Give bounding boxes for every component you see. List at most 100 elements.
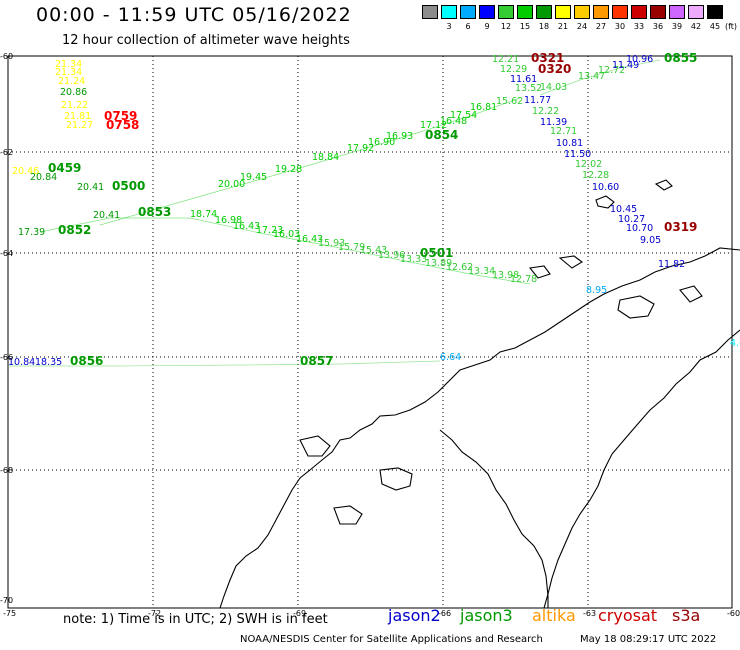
latitude-labels: -60 -62 -64 -66 -68 -70 xyxy=(0,52,13,605)
wave-height-value: 13.47 xyxy=(578,71,605,82)
color-scale-unit: (ft) xyxy=(724,22,738,31)
wave-height-value: 12.72 xyxy=(598,65,625,76)
wave-height-value: 20.00 xyxy=(218,179,245,190)
latitude-label: -68 xyxy=(0,466,13,475)
wave-height-value: 17.92 xyxy=(347,143,374,154)
satellite-track xyxy=(539,59,661,96)
wave-height-value: 19.45 xyxy=(240,172,267,183)
wave-height-value: 18.35 xyxy=(35,357,62,368)
wave-height-value: 16.03 xyxy=(273,229,300,240)
color-swatch xyxy=(517,5,533,19)
legend-item-altika: altika xyxy=(532,606,576,625)
wave-height-value: 13.96 xyxy=(378,250,405,261)
pass-time-label: 0855 xyxy=(664,51,697,65)
wave-height-value: 11.82 xyxy=(658,259,685,270)
footer-credit: NOAA/NESDIS Center for Satellite Applica… xyxy=(240,634,543,645)
wave-height-value: 21.27 xyxy=(66,120,93,131)
legend-item-cryosat: cryosat xyxy=(598,606,658,625)
wave-height-value: 16.81 xyxy=(470,102,497,113)
wave-height-value: 13.98 xyxy=(492,270,519,281)
wave-height-value: 15.93 xyxy=(318,238,345,249)
island-2 xyxy=(333,505,363,525)
wave-height-value: 17.54 xyxy=(450,110,477,121)
wave-height-value: 12.62 xyxy=(446,262,473,273)
wave-height-value: 13.89 xyxy=(425,258,452,269)
color-swatch xyxy=(536,5,552,19)
pass-time-label: 0758 xyxy=(106,118,139,132)
longitude-label: -66 xyxy=(438,609,451,618)
color-scale-label: 6 xyxy=(465,22,471,31)
ice-shelf xyxy=(299,435,331,457)
wave-height-value: 11.39 xyxy=(540,117,567,128)
graticule xyxy=(8,56,732,608)
color-swatch xyxy=(555,5,571,19)
wave-height-value: 10.96 xyxy=(626,54,653,65)
page-subtitle: 12 hour collection of altimeter wave hei… xyxy=(62,33,350,48)
color-scale-label: 45 xyxy=(709,22,721,31)
wave-height-value: 12.71 xyxy=(550,126,577,137)
color-swatch xyxy=(460,5,476,19)
color-scale-label: 27 xyxy=(595,22,607,31)
longitude-labels: -75 -72 -69 -66 -63 -60 xyxy=(3,609,740,618)
wave-height-value: 16.48 xyxy=(440,116,467,127)
color-scale-label: 30 xyxy=(614,22,626,31)
wave-height-value: 12.02 xyxy=(575,159,602,170)
pass-time-label: 0857 xyxy=(300,354,333,368)
wave-height-value: 10.81 xyxy=(556,138,583,149)
pass-time-label: 0321 xyxy=(531,51,564,65)
pass-time-label: 0319 xyxy=(664,220,697,234)
color-scale-label: 36 xyxy=(652,22,664,31)
latitude-label: -62 xyxy=(0,148,13,157)
wave-height-value: 10.84 xyxy=(8,357,35,368)
wave-height-value: 6.64 xyxy=(440,352,461,363)
color-swatch xyxy=(441,5,457,19)
wave-height-value: 20.84 xyxy=(30,172,57,183)
wave-height-value: 18.84 xyxy=(312,152,339,163)
pass-time-label: 0500 xyxy=(112,179,145,193)
color-swatch xyxy=(574,5,590,19)
longitude-label: -75 xyxy=(3,609,16,618)
pass-time-label: 0852 xyxy=(58,223,91,237)
color-swatch xyxy=(612,5,628,19)
color-swatch xyxy=(479,5,495,19)
peninsula-coast xyxy=(219,247,740,609)
wave-height-value: 20.86 xyxy=(60,87,87,98)
color-swatch xyxy=(498,5,514,19)
wave-height-value: 10.45 xyxy=(610,204,637,215)
pass-time-label: 0856 xyxy=(70,354,103,368)
wave-height-value: 20.41 xyxy=(93,210,120,221)
pass-time-label: 0459 xyxy=(48,161,81,175)
wave-height-value: 11.77 xyxy=(524,95,551,106)
map-frame xyxy=(7,55,733,609)
wave-height-value: 8.95 xyxy=(586,285,607,296)
wave-height-value: 14.03 xyxy=(540,82,567,93)
color-scale-label: 15 xyxy=(519,22,531,31)
island-3 xyxy=(595,195,615,209)
wave-height-value: 11.50 xyxy=(564,149,591,160)
color-swatch xyxy=(631,5,647,19)
wave-height-value: 12.78 xyxy=(510,274,537,285)
legend-item-jason3: jason3 xyxy=(460,606,513,625)
longitude-label: -72 xyxy=(148,609,161,618)
wave-height-value: 13.52 xyxy=(515,83,542,94)
note-text: note: 1) Time is in UTC; 2) SWH is in fe… xyxy=(63,612,328,627)
wave-height-value: 10.70 xyxy=(626,223,653,234)
wave-height-value: 15.79 xyxy=(338,242,365,253)
pass-time-label: 0759 xyxy=(104,109,137,123)
wave-height-value: 21.81 xyxy=(64,111,91,122)
legend-item-s3a: s3a xyxy=(672,606,701,625)
coastline xyxy=(219,179,740,609)
island-8 xyxy=(528,265,551,279)
color-scale-label: 18 xyxy=(538,22,550,31)
wave-height-value: 13.33 xyxy=(400,254,427,265)
east-coast xyxy=(543,329,740,609)
color-scale-label: 21 xyxy=(557,22,569,31)
island-7 xyxy=(558,255,583,269)
wave-height-value: 19.28 xyxy=(275,164,302,175)
color-scale-label: 39 xyxy=(671,22,683,31)
wave-height-value: 20.46 xyxy=(12,166,39,177)
observation-labels: 21.3421.3421.2420.8621.2221.8121.2707590… xyxy=(8,51,740,368)
pass-time-label: 0320 xyxy=(538,62,571,76)
wave-height-value: 15.62 xyxy=(496,96,523,107)
wave-height-value: 10.60 xyxy=(592,182,619,193)
